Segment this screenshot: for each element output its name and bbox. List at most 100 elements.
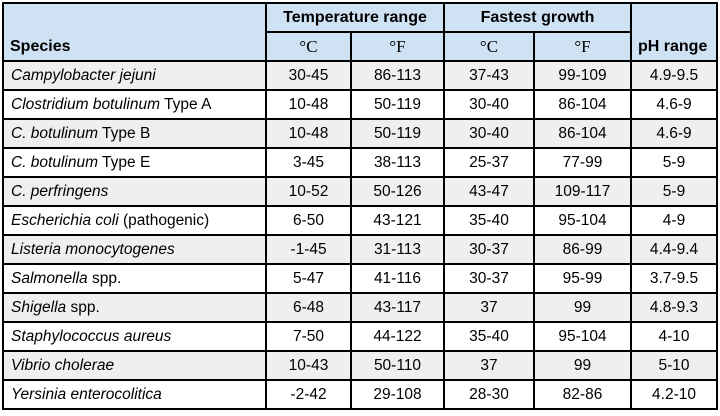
fastest-growth-fahrenheit-cell: 95-104 bbox=[533, 321, 632, 352]
table-row: Vibrio cholerae 10-43 50-110 37 99 5-10 bbox=[2, 350, 718, 381]
species-cell: Vibrio cholerae bbox=[2, 350, 267, 381]
fastest-growth-celsius-cell: 30-40 bbox=[443, 89, 535, 120]
temp-range-fahrenheit-cell: 29-108 bbox=[350, 379, 445, 410]
fastest-growth-celsius-cell: 30-37 bbox=[443, 234, 535, 265]
fastest-growth-celsius-cell: 30-37 bbox=[443, 263, 535, 294]
temp-range-celsius-cell: 10-48 bbox=[265, 89, 352, 120]
table-row: Escherichia coli (pathogenic) 6-50 43-121 3… bbox=[2, 205, 718, 236]
temp-range-fahrenheit-cell: 41-116 bbox=[350, 263, 445, 294]
table-row: Shigella spp. 6-48 43-117 37 99 4.8-9.3 bbox=[2, 292, 718, 323]
species-name: Campylobacter jejuni bbox=[11, 66, 156, 84]
table-row: Campylobacter jejuni 30-45 86-113 37-43 99-1… bbox=[2, 60, 718, 91]
species-column-header: Species bbox=[2, 2, 267, 62]
species-suffix: Type E bbox=[98, 153, 151, 171]
fastest-growth-celsius-cell: 30-40 bbox=[443, 118, 535, 149]
temp-range-celsius-cell: 5-47 bbox=[265, 263, 352, 294]
temp-range-celsius-cell: 10-52 bbox=[265, 176, 352, 207]
fastest-growth-fahrenheit-cell: 99 bbox=[533, 292, 632, 323]
header-row-units: °C °F °C °F bbox=[3, 31, 717, 62]
ph-range-cell: 4.4-9.4 bbox=[630, 234, 718, 265]
temp-range-celsius-cell: 30-45 bbox=[265, 60, 352, 91]
ph-range-cell: 4-9 bbox=[630, 205, 718, 236]
fastest-growth-celsius-cell: 43-47 bbox=[443, 176, 535, 207]
temp-range-celsius-cell: -2-42 bbox=[265, 379, 352, 410]
species-cell: Escherichia coli (pathogenic) bbox=[2, 205, 267, 236]
species-name: Clostridium botulinum bbox=[11, 95, 161, 113]
temp-range-fahrenheit-cell: 50-126 bbox=[350, 176, 445, 207]
temp-range-fahrenheit-cell: 86-113 bbox=[350, 60, 445, 91]
species-cell: Listeria monocytogenes bbox=[2, 234, 267, 265]
species-cell: Yersinia enterocolitica bbox=[2, 379, 267, 410]
species-suffix: Type A bbox=[160, 95, 212, 113]
species-name: Staphylococcus aureus bbox=[11, 327, 172, 345]
temp-range-celsius-cell: 6-48 bbox=[265, 292, 352, 323]
species-cell: C. botulinum Type E bbox=[2, 147, 267, 178]
species-name: Shigella bbox=[11, 298, 67, 316]
fastest-growth-celsius-cell: 35-40 bbox=[443, 205, 535, 236]
temp-range-fahrenheit-cell: 44-122 bbox=[350, 321, 445, 352]
species-name: C. botulinum bbox=[11, 124, 99, 142]
table-row: C. botulinum Type B 10-48 50-119 30-40 86-10… bbox=[2, 118, 718, 149]
temp-range-fahrenheit-cell: 50-119 bbox=[350, 89, 445, 120]
fastest-growth-fahrenheit-cell: 99-109 bbox=[533, 60, 632, 91]
ph-range-cell: 4.8-9.3 bbox=[630, 292, 718, 323]
ph-range-cell: 4-10 bbox=[630, 321, 718, 352]
table-row: Clostridium botulinum Type A 10-48 50-119 3… bbox=[2, 89, 718, 120]
temp-range-fahrenheit-cell: 43-117 bbox=[350, 292, 445, 323]
table-row: Salmonella spp. 5-47 41-116 30-37 95-99 3.7-9… bbox=[2, 263, 718, 294]
species-cell: Staphylococcus aureus bbox=[2, 321, 267, 352]
fastest-growth-fahrenheit-cell: 86-104 bbox=[533, 89, 632, 120]
species-name: Listeria monocytogenes bbox=[11, 240, 175, 258]
temp-range-celsius-header: °C bbox=[265, 31, 352, 62]
species-cell: C. botulinum Type B bbox=[2, 118, 267, 149]
species-name: Vibrio cholerae bbox=[11, 356, 115, 374]
temp-range-celsius-cell: 7-50 bbox=[265, 321, 352, 352]
species-cell: Shigella spp. bbox=[2, 292, 267, 323]
species-cell: Campylobacter jejuni bbox=[2, 60, 267, 91]
temp-range-celsius-cell: 10-48 bbox=[265, 118, 352, 149]
fastest-growth-header: Fastest growth bbox=[443, 2, 632, 33]
fastest-growth-fahrenheit-cell: 109-117 bbox=[533, 176, 632, 207]
header-row-groups: Species Temperature range Fastest growth… bbox=[2, 2, 718, 62]
temp-range-celsius-cell: 6-50 bbox=[265, 205, 352, 236]
temp-range-fahrenheit-cell: 50-119 bbox=[350, 118, 445, 149]
ph-range-cell: 5-10 bbox=[630, 350, 718, 381]
ph-range-cell: 4.6-9 bbox=[630, 89, 718, 120]
temp-range-fahrenheit-cell: 43-121 bbox=[350, 205, 445, 236]
species-suffix: spp. bbox=[66, 298, 100, 316]
fastest-growth-fahrenheit-cell: 99 bbox=[533, 350, 632, 381]
species-cell: Salmonella spp. bbox=[2, 263, 267, 294]
table-body: Campylobacter jejuni 30-45 86-113 37-43 99-1… bbox=[2, 60, 718, 410]
ph-range-cell: 4.2-10 bbox=[630, 379, 718, 410]
fastest-growth-fahrenheit-cell: 95-104 bbox=[533, 205, 632, 236]
fastest-growth-celsius-cell: 35-40 bbox=[443, 321, 535, 352]
temp-range-celsius-cell: 10-43 bbox=[265, 350, 352, 381]
temp-range-fahrenheit-header: °F bbox=[350, 31, 445, 62]
fastest-growth-celsius-cell: 37-43 bbox=[443, 60, 535, 91]
fastest-growth-celsius-header: °C bbox=[443, 31, 535, 62]
species-name: C. perfringens bbox=[11, 182, 109, 200]
temperature-range-header: Temperature range bbox=[265, 2, 445, 33]
fastest-growth-celsius-cell: 28-30 bbox=[443, 379, 535, 410]
ph-range-cell: 3.7-9.5 bbox=[630, 263, 718, 294]
species-cell: C. perfringens bbox=[2, 176, 267, 207]
table-row: Listeria monocytogenes -1-45 31-113 30-37 86… bbox=[2, 234, 718, 265]
species-name: C. botulinum bbox=[11, 153, 99, 171]
table-row: Yersinia enterocolitica -2-42 29-108 28-30 8… bbox=[2, 379, 718, 410]
fastest-growth-fahrenheit-cell: 86-104 bbox=[533, 118, 632, 149]
species-cell: Clostridium botulinum Type A bbox=[2, 89, 267, 120]
ph-range-cell: 4.6-9 bbox=[630, 118, 718, 149]
species-name: Yersinia enterocolitica bbox=[11, 385, 162, 403]
temp-range-celsius-cell: 3-45 bbox=[265, 147, 352, 178]
fastest-growth-fahrenheit-cell: 95-99 bbox=[533, 263, 632, 294]
fastest-growth-fahrenheit-cell: 77-99 bbox=[533, 147, 632, 178]
species-suffix: Type B bbox=[98, 124, 151, 142]
ph-range-cell: 5-9 bbox=[630, 147, 718, 178]
fastest-growth-fahrenheit-cell: 86-99 bbox=[533, 234, 632, 265]
temp-range-fahrenheit-cell: 38-113 bbox=[350, 147, 445, 178]
fastest-growth-celsius-cell: 37 bbox=[443, 350, 535, 381]
table-row: Staphylococcus aureus 7-50 44-122 35-40 95-1… bbox=[2, 321, 718, 352]
table-row: C. botulinum Type E 3-45 38-113 25-37 77-99 5… bbox=[2, 147, 718, 178]
species-name: Salmonella bbox=[11, 269, 88, 287]
ph-range-column-header: pH range bbox=[630, 2, 718, 62]
